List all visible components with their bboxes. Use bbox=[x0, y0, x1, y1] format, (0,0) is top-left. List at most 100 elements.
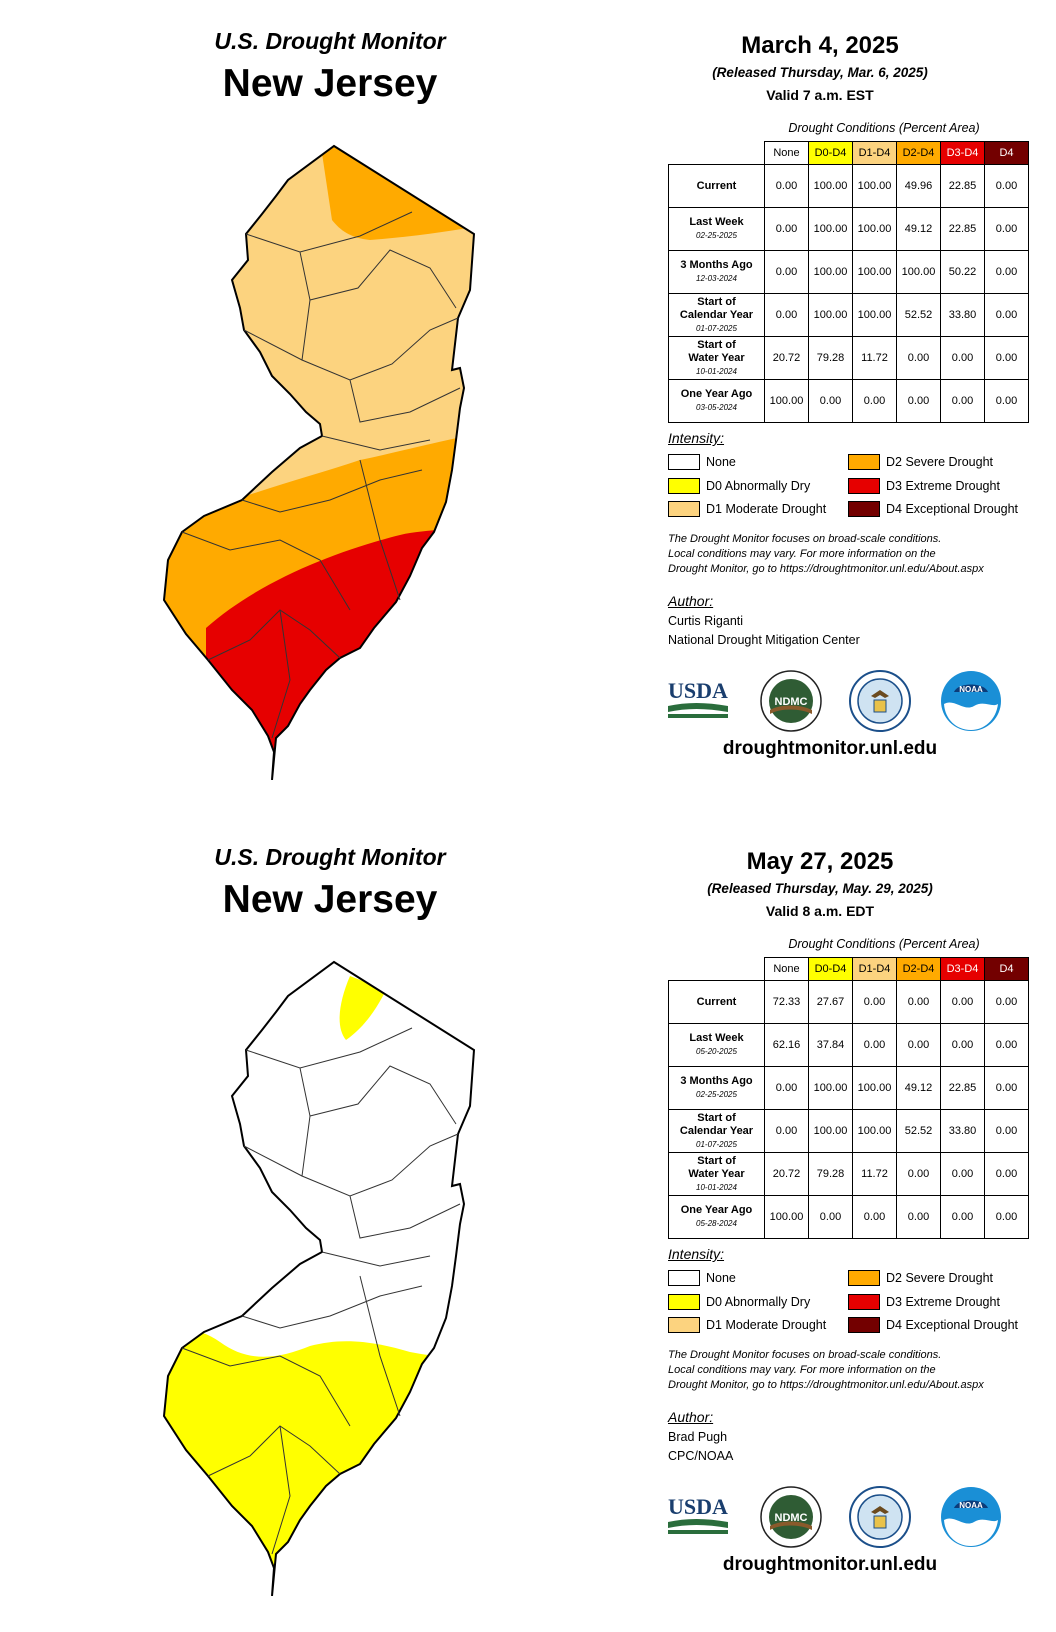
table-row: Current 0.00 100.00 100.00 49.96 22.85 0… bbox=[668, 164, 1029, 208]
website-link[interactable]: droughtmonitor.unl.edu bbox=[722, 1554, 938, 1575]
state-title: New Jersey bbox=[222, 878, 438, 921]
row-label: Start of Water Year 10-01-2024 bbox=[668, 336, 765, 380]
cell: 0.00 bbox=[984, 207, 1029, 251]
website-link[interactable]: droughtmonitor.unl.edu bbox=[722, 738, 938, 759]
cell: 100.00 bbox=[808, 1109, 853, 1153]
cell: 0.00 bbox=[896, 1152, 941, 1196]
row-label: Start of Water Year 10-01-2024 bbox=[668, 1152, 765, 1196]
row-label: 3 Months Ago 02-25-2025 bbox=[668, 1066, 765, 1110]
cell: 27.67 bbox=[808, 980, 853, 1024]
map-date: May 27, 2025 bbox=[746, 848, 894, 875]
cell: 11.72 bbox=[852, 336, 897, 380]
valid-time: Valid 8 a.m. EDT bbox=[765, 903, 875, 919]
cell: 100.00 bbox=[852, 164, 897, 208]
cell: 22.85 bbox=[940, 1066, 985, 1110]
drought-map bbox=[163, 145, 475, 780]
cell: 11.72 bbox=[852, 1152, 897, 1196]
cell: 79.28 bbox=[808, 336, 853, 380]
cell: 0.00 bbox=[984, 250, 1029, 294]
monitor-title: U.S. Drought Monitor bbox=[214, 844, 446, 870]
cell: 20.72 bbox=[764, 336, 809, 380]
noaa-logo: NOAA bbox=[941, 1487, 1001, 1547]
cell: 49.12 bbox=[896, 207, 941, 251]
cell: 100.00 bbox=[896, 250, 941, 294]
col-d4: D4 bbox=[984, 141, 1029, 165]
cell: 0.00 bbox=[940, 1195, 985, 1239]
row-label: Last Week 02-25-2025 bbox=[668, 207, 765, 251]
row-label: 3 Months Ago 12-03-2024 bbox=[668, 250, 765, 294]
drought-map bbox=[163, 961, 475, 1596]
row-label: Start of Calendar Year 01-07-2025 bbox=[668, 1109, 765, 1153]
cell: 49.96 bbox=[896, 164, 941, 208]
cell: 0.00 bbox=[984, 164, 1029, 208]
cell: 100.00 bbox=[852, 293, 897, 337]
cell: 79.28 bbox=[808, 1152, 853, 1196]
release-date: (Released Thursday, May. 29, 2025) bbox=[707, 881, 933, 896]
cell: 20.72 bbox=[764, 1152, 809, 1196]
intensity-label: Intensity: bbox=[668, 430, 725, 446]
cell: 52.52 bbox=[896, 1109, 941, 1153]
cell: 100.00 bbox=[808, 250, 853, 294]
cell: 100.00 bbox=[852, 250, 897, 294]
disclaimer: The Drought Monitor focuses on broad-sca… bbox=[668, 533, 984, 575]
cell: 0.00 bbox=[940, 336, 985, 380]
svg-text:NDMC: NDMC bbox=[775, 696, 808, 708]
table-row: Start of Calendar Year 01-07-2025 0.00 100… bbox=[668, 293, 1029, 337]
none-zone bbox=[164, 962, 474, 1596]
cell: 0.00 bbox=[984, 1023, 1029, 1067]
col-none: None bbox=[764, 957, 809, 981]
usda-logo: USDA bbox=[668, 678, 728, 718]
drought-panel-may: U.S. Drought Monitor New Jersey bbox=[0, 816, 1056, 1632]
row-label: Current bbox=[668, 164, 765, 208]
col-d1-d4: D1-D4 bbox=[852, 141, 897, 165]
cell: 0.00 bbox=[940, 379, 985, 423]
release-date: (Released Thursday, Mar. 6, 2025) bbox=[712, 65, 928, 80]
cell: 100.00 bbox=[808, 207, 853, 251]
cell: 0.00 bbox=[808, 379, 853, 423]
cell: 0.00 bbox=[764, 1066, 809, 1110]
cell: 0.00 bbox=[984, 1109, 1029, 1153]
cell: 0.00 bbox=[852, 379, 897, 423]
col-d3-d4: D3-D4 bbox=[940, 957, 985, 981]
monitor-title: U.S. Drought Monitor bbox=[214, 28, 446, 54]
svg-text:NOAA: NOAA bbox=[959, 1501, 983, 1510]
row-label: Start of Calendar Year 01-07-2025 bbox=[668, 293, 765, 337]
cell: 0.00 bbox=[984, 336, 1029, 380]
svg-text:NDMC: NDMC bbox=[775, 1512, 808, 1524]
cell: 0.00 bbox=[764, 1109, 809, 1153]
author-org: National Drought Mitigation Center bbox=[668, 633, 860, 647]
author-name: Curtis Riganti bbox=[668, 614, 744, 628]
col-d1-d4: D1-D4 bbox=[852, 957, 897, 981]
row-label: One Year Ago 05-28-2024 bbox=[668, 1195, 765, 1239]
svg-text:USDA: USDA bbox=[668, 678, 728, 703]
cell: 0.00 bbox=[764, 293, 809, 337]
disclaimer: The Drought Monitor focuses on broad-sca… bbox=[668, 1349, 984, 1391]
cell: 0.00 bbox=[808, 1195, 853, 1239]
col-d0-d4: D0-D4 bbox=[808, 141, 853, 165]
cell: 0.00 bbox=[764, 164, 809, 208]
table-row: Last Week 02-25-2025 0.00 100.00 100.00 4… bbox=[668, 207, 1029, 251]
row-label: Current bbox=[668, 980, 765, 1024]
table-row: One Year Ago 05-28-2024 100.00 0.00 0.00 … bbox=[668, 1195, 1029, 1239]
cell: 37.84 bbox=[808, 1023, 853, 1067]
cell: 62.16 bbox=[764, 1023, 809, 1067]
drought-conditions-table: None D0-D4 D1-D4 D2-D4 D3-D4 D4 Current … bbox=[668, 957, 1029, 1239]
cell: 49.12 bbox=[896, 1066, 941, 1110]
state-title: New Jersey bbox=[222, 62, 438, 105]
cell: 0.00 bbox=[896, 1195, 941, 1239]
table-caption: Drought Conditions (Percent Area) bbox=[788, 121, 980, 135]
cell: 100.00 bbox=[852, 207, 897, 251]
intensity-label: Intensity: bbox=[668, 1246, 725, 1262]
commerce-seal-logo bbox=[849, 670, 911, 732]
table-row: 3 Months Ago 12-03-2024 0.00 100.00 100.0… bbox=[668, 250, 1029, 294]
col-d0-d4: D0-D4 bbox=[808, 957, 853, 981]
cell: 22.85 bbox=[940, 207, 985, 251]
cell: 100.00 bbox=[852, 1066, 897, 1110]
cell: 100.00 bbox=[852, 1109, 897, 1153]
row-label: One Year Ago 03-05-2024 bbox=[668, 379, 765, 423]
col-d2-d4: D2-D4 bbox=[896, 141, 941, 165]
cell: 0.00 bbox=[896, 980, 941, 1024]
cell: 0.00 bbox=[984, 1152, 1029, 1196]
cell: 0.00 bbox=[852, 1195, 897, 1239]
cell: 100.00 bbox=[764, 379, 809, 423]
